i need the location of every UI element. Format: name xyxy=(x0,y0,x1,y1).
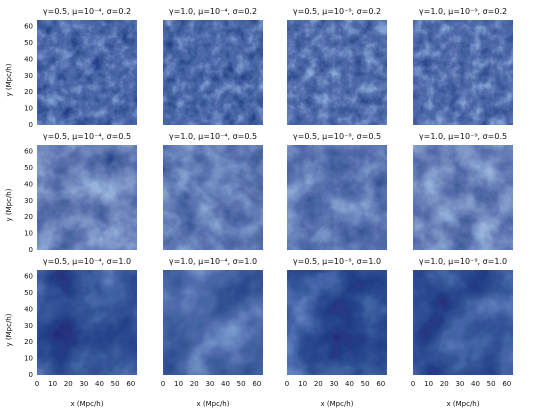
panel-title: γ=0.5, μ=10⁻⁹, σ=0.5 xyxy=(293,132,381,141)
y-tick-label: 20 xyxy=(24,338,33,346)
x-tick-label: 10 xyxy=(174,380,183,388)
x-tick-label: 10 xyxy=(298,380,307,388)
x-tick-label: 30 xyxy=(455,380,464,388)
panel-title: γ=1.0, μ=10⁻⁹, σ=0.2 xyxy=(419,7,507,16)
x-axis-labels: x (Mpc/h) x (Mpc/h) x (Mpc/h) x (Mpc/h) xyxy=(71,400,480,408)
x-tick-label: 0 xyxy=(35,380,39,388)
panel-title: γ=1.0, μ=10⁻⁹, σ=0.5 xyxy=(419,132,507,141)
x-tick-label: 50 xyxy=(361,380,370,388)
x-tick-label: 40 xyxy=(471,380,480,388)
panel-density-field xyxy=(37,20,137,125)
panel-title: γ=1.0, μ=10⁻⁴, σ=1.0 xyxy=(169,257,257,266)
panel-title: γ=0.5, μ=10⁻⁴, σ=0.5 xyxy=(43,132,131,141)
panel-density-field xyxy=(413,270,513,375)
x-tick-label: 50 xyxy=(237,380,246,388)
density-panel xyxy=(287,20,387,125)
x-tick-label: 50 xyxy=(487,380,496,388)
density-panel xyxy=(413,270,513,375)
x-tick-label: 60 xyxy=(126,380,135,388)
density-panel xyxy=(287,270,387,375)
y-axis-label: y (Mpc/h) xyxy=(5,188,13,221)
panel-title: γ=0.5, μ=10⁻⁹, σ=1.0 xyxy=(293,257,381,266)
x-tick-label: 20 xyxy=(314,380,323,388)
y-tick-label: 0 xyxy=(29,121,33,129)
x-axis-label: x (Mpc/h) xyxy=(197,400,230,408)
x-tick-label: 40 xyxy=(345,380,354,388)
y-tick-label: 30 xyxy=(24,197,33,205)
x-tick-label: 40 xyxy=(221,380,230,388)
x-tick-label: 60 xyxy=(502,380,511,388)
panel-density-field xyxy=(163,270,263,375)
panel-density-field xyxy=(287,20,387,125)
panel-density-field xyxy=(413,145,513,250)
x-tick-label: 20 xyxy=(64,380,73,388)
panel-title: γ=1.0, μ=10⁻⁴, σ=0.5 xyxy=(169,132,257,141)
x-tick-label: 0 xyxy=(285,380,289,388)
x-axis-label: x (Mpc/h) xyxy=(71,400,104,408)
y-axis-label: y (Mpc/h) xyxy=(5,313,13,346)
density-panel xyxy=(413,20,513,125)
y-tick-label: 60 xyxy=(24,148,33,156)
x-tick-label: 10 xyxy=(424,380,433,388)
x-tick-label: 10 xyxy=(48,380,57,388)
y-tick-label: 10 xyxy=(24,230,33,238)
panel-title: γ=1.0, μ=10⁻⁹, σ=1.0 xyxy=(419,257,507,266)
panel-density-field xyxy=(413,20,513,125)
density-panel xyxy=(287,145,387,250)
tick-labels: 0 10 20 30 40 50 60 0 10 20 30 40 50 60 0 10 20 30 40 50 60 0… xyxy=(24,23,511,388)
panel-density-field xyxy=(37,145,137,250)
x-tick-label: 50 xyxy=(111,380,120,388)
y-tick-label: 50 xyxy=(24,164,33,172)
x-tick-label: 30 xyxy=(79,380,88,388)
y-tick-label: 30 xyxy=(24,322,33,330)
panel-titles: γ=0.5, μ=10⁻⁴, σ=0.2 γ=1.0, μ=10⁻⁴, σ=0.… xyxy=(43,7,507,266)
density-panel xyxy=(163,270,263,375)
density-panel xyxy=(163,145,263,250)
panel-density-field xyxy=(287,145,387,250)
x-axis-label: x (Mpc/h) xyxy=(321,400,354,408)
y-tick-label: 10 xyxy=(24,105,33,113)
x-tick-label: 20 xyxy=(190,380,199,388)
density-panel xyxy=(37,145,137,250)
y-tick-label: 60 xyxy=(24,23,33,31)
x-tick-label: 40 xyxy=(95,380,104,388)
x-axis-label: x (Mpc/h) xyxy=(447,400,480,408)
panel-title: γ=1.0, μ=10⁻⁴, σ=0.2 xyxy=(169,7,257,16)
x-tick-label: 20 xyxy=(440,380,449,388)
x-tick-label: 60 xyxy=(376,380,385,388)
density-panel xyxy=(37,20,137,125)
y-tick-label: 60 xyxy=(24,273,33,281)
y-tick-label: 50 xyxy=(24,39,33,47)
y-tick-label: 20 xyxy=(24,88,33,96)
panel-density-field xyxy=(163,20,263,125)
panel-title: γ=0.5, μ=10⁻⁹, σ=0.2 xyxy=(293,7,381,16)
y-tick-label: 40 xyxy=(24,180,33,188)
panel-title: γ=0.5, μ=10⁻⁴, σ=1.0 xyxy=(43,257,131,266)
y-tick-label: 20 xyxy=(24,213,33,221)
y-tick-label: 0 xyxy=(29,371,33,379)
panel-density-field xyxy=(37,270,137,375)
y-tick-label: 40 xyxy=(24,305,33,313)
y-tick-label: 40 xyxy=(24,55,33,63)
x-tick-label: 30 xyxy=(205,380,214,388)
x-tick-label: 30 xyxy=(329,380,338,388)
panel-title: γ=0.5, μ=10⁻⁴, σ=0.2 xyxy=(43,7,131,16)
density-panels xyxy=(37,20,513,375)
panel-density-field xyxy=(287,270,387,375)
y-axis-label: y (Mpc/h) xyxy=(5,63,13,96)
x-tick-label: 60 xyxy=(252,380,261,388)
density-panel xyxy=(163,20,263,125)
density-panel xyxy=(413,145,513,250)
y-tick-label: 30 xyxy=(24,72,33,80)
y-tick-label: 50 xyxy=(24,289,33,297)
y-tick-label: 10 xyxy=(24,355,33,363)
y-axis-labels: y (Mpc/h) y (Mpc/h) y (Mpc/h) xyxy=(5,63,13,346)
y-tick-label: 0 xyxy=(29,246,33,254)
panel-density-field xyxy=(163,145,263,250)
density-panel xyxy=(37,270,137,375)
x-tick-label: 0 xyxy=(161,380,165,388)
x-tick-label: 0 xyxy=(411,380,415,388)
